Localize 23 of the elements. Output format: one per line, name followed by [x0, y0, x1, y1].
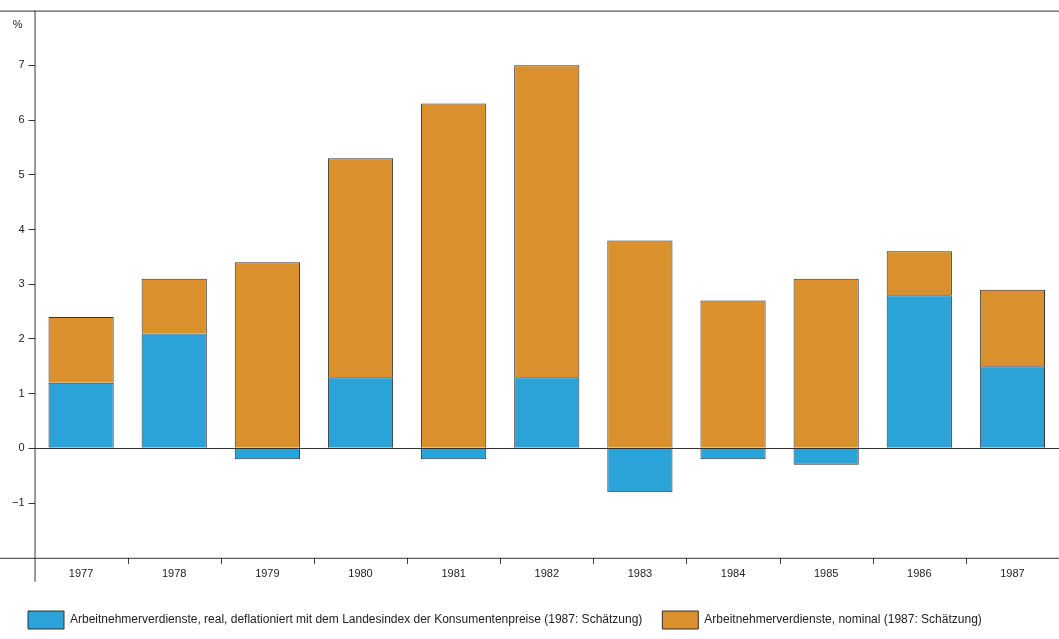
y-tick-label: 6	[18, 113, 25, 126]
y-axis-title: %	[12, 17, 23, 30]
x-tick-label: 1984	[720, 567, 746, 580]
y-tick-label: 3	[18, 277, 25, 290]
y-tick-label: 2	[18, 331, 25, 344]
legend-label: Arbeitnehmerverdienste, nominal (1987: Schätzung)	[704, 612, 982, 627]
y-tick-label: 4	[18, 222, 25, 235]
y-tick-label: 7	[18, 58, 25, 71]
x-tick-label: 1983	[627, 567, 653, 580]
x-tick-label: 1977	[68, 567, 94, 580]
y-tick-label: 1	[18, 386, 25, 399]
x-tick-label: 1985	[813, 567, 839, 580]
x-tick-label: 1979	[255, 567, 280, 580]
x-tick-label: 1987	[1000, 567, 1025, 580]
y-tick-label: 0	[18, 441, 25, 454]
x-tick-label: 1981	[441, 567, 466, 580]
x-tick-label: 1982	[534, 567, 560, 580]
y-tick-label: −1	[11, 496, 25, 509]
y-tick-label: 5	[18, 167, 25, 180]
x-tick-label: 1980	[348, 567, 373, 580]
x-tick-label: 1986	[907, 567, 932, 580]
x-tick-label: 1978	[162, 567, 187, 580]
legend-label: Arbeitnehmerverdienste, real, deflationiert mit dem Landesindex der Konsumentenpreise (1987: Schätzung)	[70, 612, 643, 627]
